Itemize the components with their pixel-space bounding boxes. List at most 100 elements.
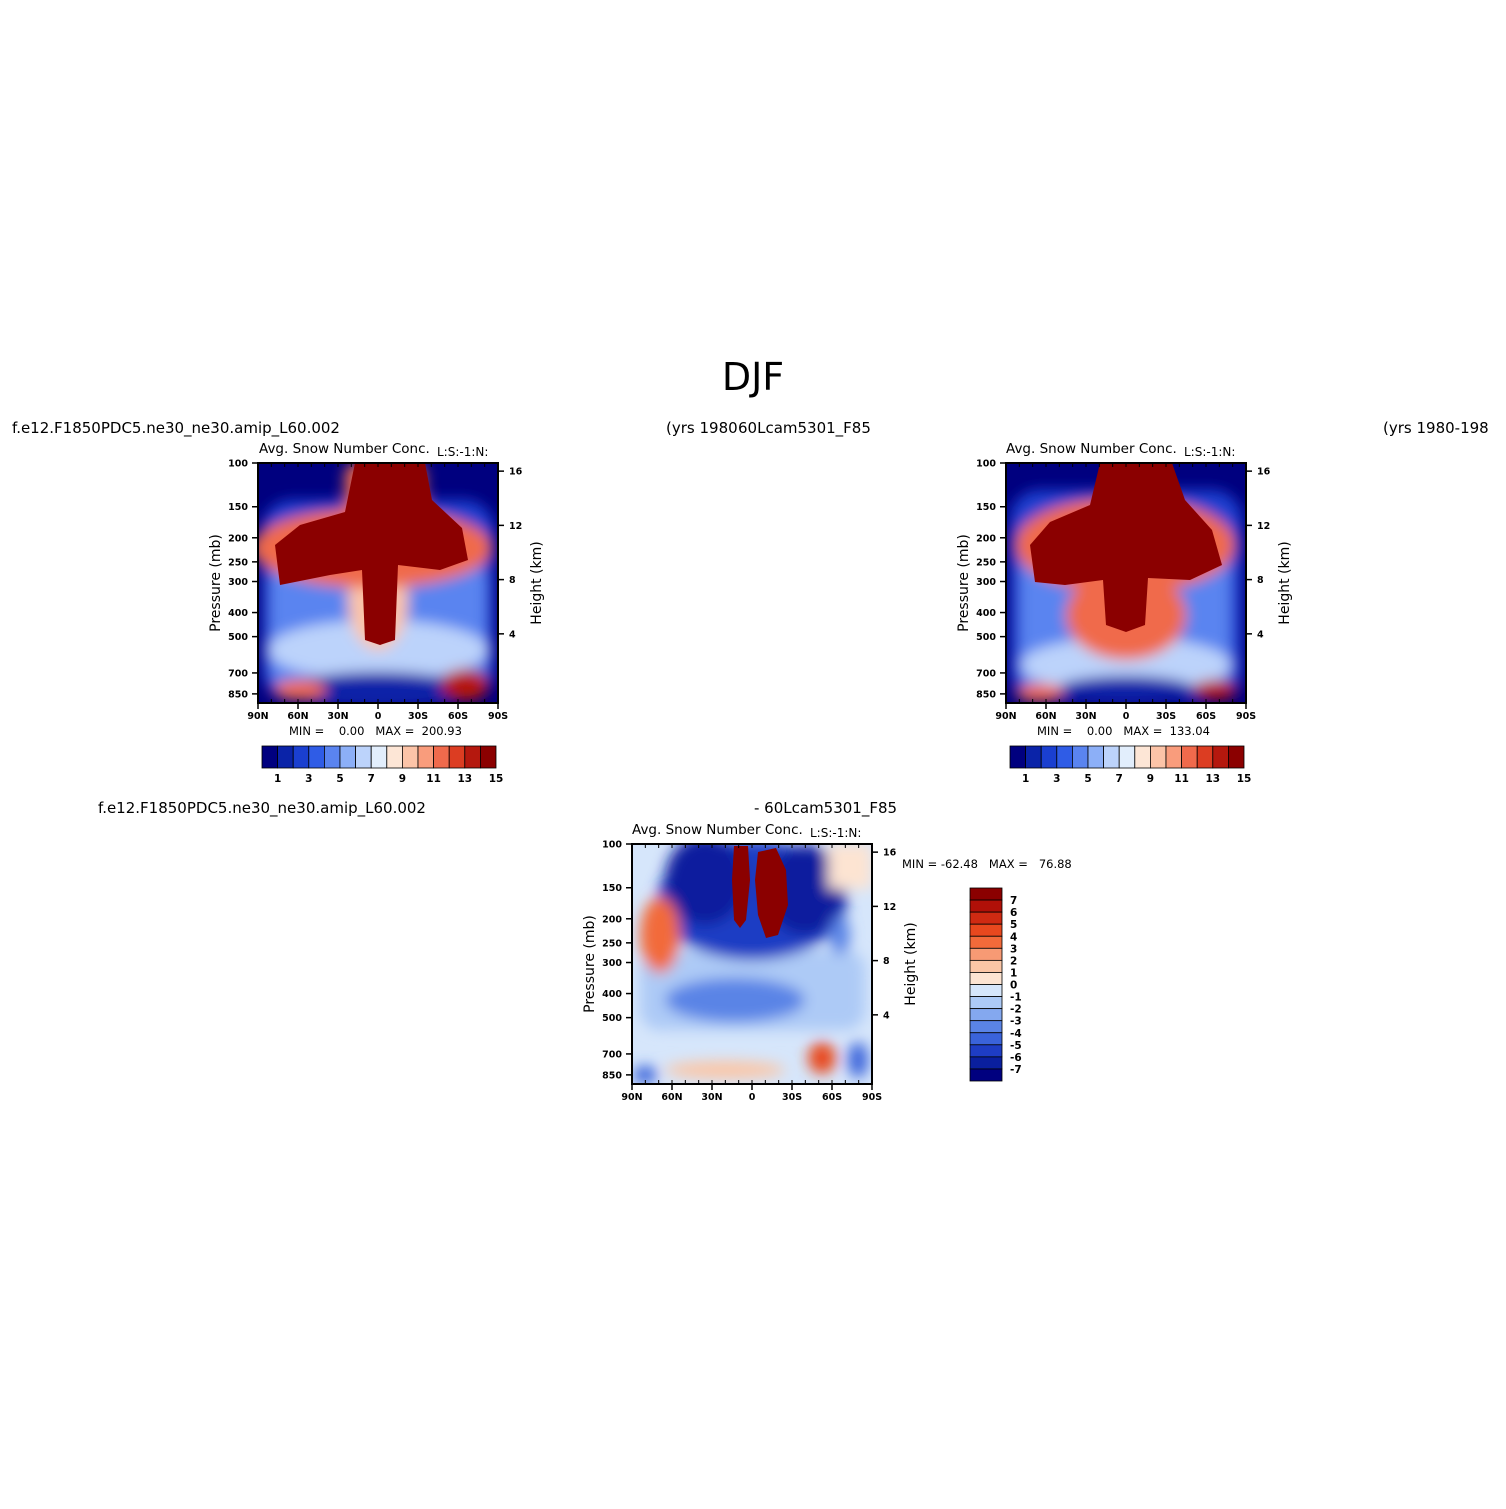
x-tick-label: 30S <box>408 711 428 722</box>
x-tick-label: 0 <box>1123 711 1130 722</box>
y-right-tick-label: 16 <box>509 467 523 478</box>
top-right-field <box>1006 463 1246 703</box>
colorbar-label: 13 <box>457 773 472 785</box>
colorbar-label: 1 <box>1022 773 1029 785</box>
top-right-min-max: MIN = 0.00 MAX = 133.04 <box>1037 724 1210 738</box>
x-tick-label: 0 <box>375 711 382 722</box>
top-left-ylabel-right: Height (km) <box>529 541 545 624</box>
bottom-core-right <box>755 848 788 938</box>
colorbar-label: -4 <box>1010 1028 1022 1040</box>
y-tick-label: 700 <box>602 1049 622 1060</box>
y-right-tick-label: 16 <box>1257 467 1271 478</box>
x-tick-label: 30S <box>782 1092 802 1103</box>
bottom-field <box>632 844 872 1084</box>
colorbar-box <box>1212 745 1229 769</box>
colorbar-box <box>323 745 341 769</box>
colorbar-label: 13 <box>1205 773 1220 785</box>
top-left-units: L:S:-1:N: <box>437 445 488 459</box>
y-right-tick-label: 4 <box>883 1010 890 1021</box>
top-right-plot-title: Avg. Snow Number Conc. <box>1006 441 1177 457</box>
colorbar-box <box>969 1020 1003 1034</box>
x-tick-label: 60S <box>448 711 468 722</box>
y-tick-label: 150 <box>228 502 248 513</box>
bottom-core-left <box>732 846 750 928</box>
colorbar-box <box>433 745 450 769</box>
colorbar-box <box>355 745 372 769</box>
top-left-min-max: MIN = 0.00 MAX = 200.93 <box>289 724 462 738</box>
top-left-field <box>258 463 498 703</box>
colorbar-box <box>1150 745 1167 769</box>
colorbar-label: -1 <box>1010 992 1022 1004</box>
colorbar-box <box>401 745 419 769</box>
colorbar-box <box>1103 745 1120 769</box>
colorbar-label: 15 <box>1237 773 1252 785</box>
y-tick-label: 100 <box>228 459 248 470</box>
colorbar-label: 7 <box>368 773 375 785</box>
colorbar-label: -7 <box>1010 1064 1022 1076</box>
bottom-case-label: f.e12.F1850PDC5.ne30_ne30.amip_L60.002 <box>98 799 426 818</box>
bottom-units: L:S:-1:N: <box>810 826 861 840</box>
top-right-units: L:S:-1:N: <box>1184 445 1235 459</box>
colorbar-box <box>1087 745 1105 769</box>
y-tick-label: 700 <box>976 668 996 679</box>
colorbar-box <box>1196 745 1214 769</box>
y-tick-label: 850 <box>976 689 996 700</box>
bottom-x-ticks: 90N 60N 30N 0 30S 60S 90S <box>621 844 882 1103</box>
colorbar-box <box>969 899 1003 913</box>
y-right-tick-label: 12 <box>883 902 896 913</box>
colorbar-box <box>339 745 357 769</box>
colorbar-box <box>969 1068 1003 1082</box>
colorbar-box <box>1009 745 1027 769</box>
x-tick-label: 30N <box>701 1092 722 1103</box>
y-tick-label: 300 <box>602 958 622 969</box>
x-tick-label: 90S <box>1236 711 1256 722</box>
colorbar-box <box>1165 745 1183 769</box>
colorbar-label: 1 <box>1010 967 1017 979</box>
colorbar-box <box>1181 745 1198 769</box>
colorbar-box <box>969 911 1003 925</box>
top-right-ylabel: Pressure (mb) <box>956 534 972 632</box>
x-tick-label: 60S <box>1196 711 1216 722</box>
x-tick-label: 0 <box>749 1092 756 1103</box>
colorbar-box <box>969 947 1003 961</box>
x-tick-label: 60S <box>822 1092 842 1103</box>
y-tick-label: 500 <box>976 632 996 643</box>
y-tick-label: 300 <box>228 577 248 588</box>
y-tick-label: 250 <box>976 557 996 568</box>
colorbar-label: 3 <box>1053 773 1060 785</box>
colorbar-box <box>292 745 310 769</box>
top-left-y-ticks-right: 16 12 8 4 <box>498 467 523 640</box>
y-tick-label: 200 <box>228 533 248 544</box>
colorbar-label: 15 <box>489 773 504 785</box>
colorbar-label: 7 <box>1116 773 1123 785</box>
y-tick-label: 850 <box>602 1070 622 1081</box>
y-tick-label: 150 <box>976 502 996 513</box>
panel-top-left: Avg. Snow Number Conc. L:S:-1:N: 90N 60N 3… <box>208 441 545 785</box>
y-tick-label: 500 <box>228 632 248 643</box>
bottom-min-max: MIN = -62.48 MAX = 76.88 <box>902 857 1072 871</box>
colorbar-box <box>969 1044 1003 1058</box>
figure-title: DJF <box>722 355 784 399</box>
colorbar-label: 3 <box>305 773 312 785</box>
top-right-years-label: (yrs 1980-198 <box>1383 419 1489 437</box>
x-tick-label: 60N <box>287 711 308 722</box>
top-right-core <box>1030 463 1222 632</box>
top-left-plot-title: Avg. Snow Number Conc. <box>259 441 430 457</box>
colorbar-box <box>969 972 1003 985</box>
x-tick-label: 90S <box>862 1092 882 1103</box>
x-tick-label: 90N <box>621 1092 642 1103</box>
colorbar-box <box>370 745 388 769</box>
colorbar-label: -2 <box>1010 1004 1022 1016</box>
colorbar-box <box>1118 745 1136 769</box>
colorbar-label: 5 <box>336 773 343 785</box>
colorbar-box <box>464 745 481 769</box>
colorbar-box <box>969 996 1003 1010</box>
y-tick-label: 300 <box>976 577 996 588</box>
colorbar-label: 11 <box>1174 773 1189 785</box>
colorbar-box <box>417 745 435 769</box>
y-right-tick-label: 8 <box>883 956 890 967</box>
colorbar-label: 6 <box>1010 907 1017 919</box>
y-right-tick-label: 12 <box>1257 521 1270 532</box>
y-tick-label: 850 <box>228 689 248 700</box>
